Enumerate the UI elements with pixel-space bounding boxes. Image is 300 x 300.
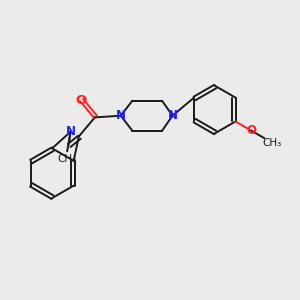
Text: O: O: [75, 94, 87, 107]
Text: CH₃: CH₃: [58, 154, 77, 164]
Text: N: N: [167, 109, 178, 122]
Text: N: N: [66, 125, 76, 138]
Text: N: N: [116, 109, 126, 122]
Text: CH₃: CH₃: [262, 138, 282, 148]
Text: O: O: [246, 124, 256, 137]
